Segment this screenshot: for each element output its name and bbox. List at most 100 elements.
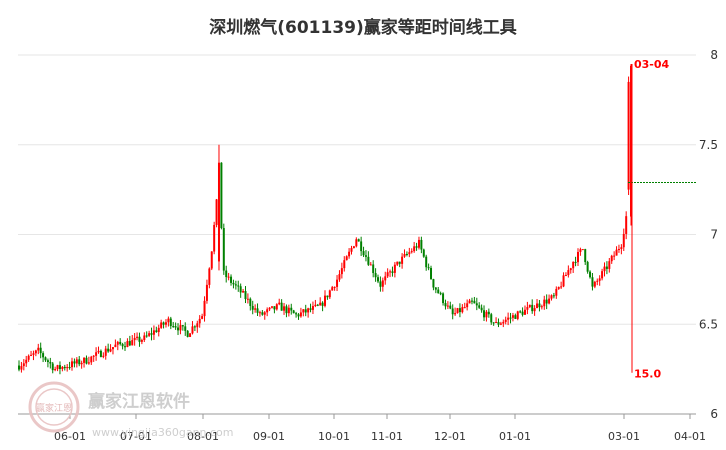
candles (18, 63, 632, 375)
candle-body (244, 291, 247, 300)
candle-body (157, 327, 160, 333)
candle-body (596, 280, 599, 282)
candle-body (615, 249, 618, 256)
candle-body (34, 350, 37, 354)
candle-body (519, 311, 522, 313)
candle-body (299, 312, 302, 317)
watermark-seal-text: 赢家江恩 (36, 402, 72, 414)
candle-body (630, 65, 632, 217)
candle-body (321, 302, 324, 306)
candle-body (193, 326, 196, 328)
candle-body (528, 304, 531, 308)
candle-body (73, 361, 76, 364)
candle-body (107, 348, 110, 352)
candle-body (186, 330, 189, 337)
candle-body (145, 335, 148, 337)
candle-body (413, 246, 416, 252)
candle-body (44, 357, 47, 361)
candle-body (396, 261, 399, 265)
annotation-value: 15.0 (634, 368, 661, 381)
candle-body (258, 312, 261, 314)
candle-body (605, 266, 608, 269)
candle-body (581, 249, 584, 251)
candle-body (586, 262, 589, 272)
candle-body (533, 308, 536, 312)
candle-body (152, 330, 155, 335)
candle-body (377, 277, 380, 282)
candle-body (432, 279, 435, 288)
candle-body (324, 295, 326, 306)
candle-body (444, 303, 447, 307)
candle-body (61, 366, 64, 370)
candle-body (109, 349, 112, 352)
candle-body (128, 341, 131, 346)
candle-body (71, 361, 74, 368)
candle-body (393, 264, 396, 273)
candle-body (143, 335, 146, 341)
candle-body (198, 318, 201, 324)
candle-body (391, 271, 394, 273)
candle-body (111, 347, 114, 350)
candle-body (552, 295, 555, 297)
candle-body (203, 300, 206, 317)
candle-body (617, 249, 620, 251)
candle-body (314, 304, 317, 307)
candle-body (627, 81, 630, 190)
x-tick-label: 11-01 (371, 430, 403, 443)
candle-body (434, 287, 437, 290)
candle-body (345, 256, 348, 261)
candle-body (140, 340, 143, 342)
watermark-url: www.yingjia360gann.com (92, 426, 234, 439)
candle-body (133, 337, 136, 341)
y-tick-label: 6.5 (699, 317, 718, 331)
candle-body (355, 239, 358, 247)
candle-body (514, 315, 517, 319)
candle-body (18, 365, 20, 370)
candle-body (401, 256, 404, 264)
candle-body (49, 362, 52, 364)
x-tick-label: 04-01 (674, 430, 706, 443)
x-tick-label: 01-01 (499, 430, 531, 443)
x-tick-label: 06-01 (54, 430, 86, 443)
x-tick-label: 07-01 (120, 430, 152, 443)
annotation-date: 03-04 (634, 58, 670, 71)
candle-body (470, 300, 473, 302)
candle-body (237, 285, 240, 287)
candle-body (273, 306, 276, 310)
candle-body (138, 336, 141, 342)
watermark-brand: 赢家江恩软件 (88, 391, 190, 412)
candle-body (167, 318, 170, 323)
candle-body (261, 312, 264, 315)
candle-body (119, 341, 122, 345)
candle-body (22, 363, 25, 367)
candle-body (275, 304, 278, 310)
candle-body (232, 282, 235, 285)
candle-body (449, 305, 452, 309)
candle-body (548, 298, 551, 304)
y-tick-label: 8 (710, 48, 718, 62)
candle-body (502, 321, 505, 324)
candle-body (417, 239, 420, 248)
candle-body (442, 293, 445, 304)
candle-body (68, 367, 71, 369)
candle-body (177, 327, 180, 331)
candle-body (316, 304, 319, 306)
candle-body (415, 246, 418, 248)
y-tick-label: 6 (710, 407, 718, 421)
candle-body (343, 260, 346, 269)
candle-body (625, 216, 628, 234)
candle-body (116, 341, 119, 345)
candle-body (543, 299, 546, 307)
candle-body (285, 306, 288, 314)
candle-body (174, 326, 177, 328)
candle-body (550, 295, 553, 299)
candle-body (574, 261, 577, 263)
candle-body (230, 276, 233, 283)
candle-body (560, 286, 563, 288)
candle-body (32, 353, 35, 355)
candle-body (227, 276, 230, 278)
candle-body (319, 302, 322, 306)
candle-body (545, 299, 548, 304)
candle-body (381, 280, 384, 287)
